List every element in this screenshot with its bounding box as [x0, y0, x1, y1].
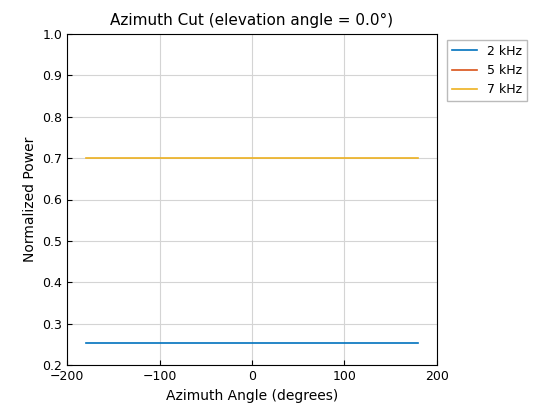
7 kHz: [281, 155, 287, 160]
5 kHz: [240, 31, 247, 36]
5 kHz: [281, 31, 287, 36]
Title: Azimuth Cut (elevation angle = 0.0°): Azimuth Cut (elevation angle = 0.0°): [110, 13, 394, 28]
7 kHz: [240, 155, 247, 160]
2 kHz: [407, 340, 414, 345]
7 kHz: [262, 155, 269, 160]
5 kHz: [355, 31, 362, 36]
5 kHz: [415, 31, 422, 36]
5 kHz: [407, 31, 414, 36]
7 kHz: [355, 155, 362, 160]
7 kHz: [82, 155, 89, 160]
2 kHz: [262, 340, 269, 345]
5 kHz: [262, 31, 269, 36]
5 kHz: [242, 31, 249, 36]
2 kHz: [281, 340, 287, 345]
7 kHz: [415, 155, 422, 160]
2 kHz: [415, 340, 422, 345]
5 kHz: [82, 31, 89, 36]
2 kHz: [355, 340, 362, 345]
Y-axis label: Normalized Power: Normalized Power: [23, 137, 37, 262]
2 kHz: [242, 340, 249, 345]
X-axis label: Azimuth Angle (degrees): Azimuth Angle (degrees): [166, 389, 338, 403]
Legend: 2 kHz, 5 kHz, 7 kHz: 2 kHz, 5 kHz, 7 kHz: [447, 40, 527, 101]
7 kHz: [407, 155, 414, 160]
2 kHz: [82, 340, 89, 345]
2 kHz: [240, 340, 247, 345]
7 kHz: [242, 155, 249, 160]
